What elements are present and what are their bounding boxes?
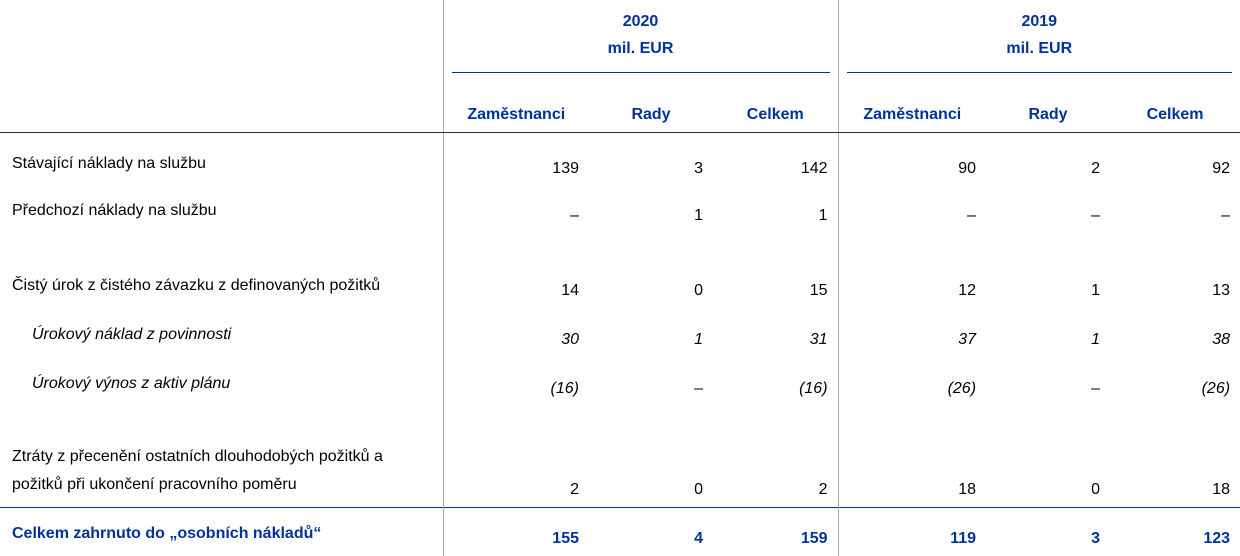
column-header: Zaměstnanci	[837, 73, 987, 133]
cell: 38	[1212, 330, 1231, 348]
column-header: Celkem	[1110, 73, 1240, 133]
table-row: Celkem zahrnuto do „osobních nákladů“ 155…	[0, 507, 1240, 556]
cell: –	[1221, 206, 1231, 224]
cell: 0	[694, 481, 703, 498]
cell: 1	[1091, 330, 1101, 348]
table-row: Úrokový náklad z povinnosti 30 1 31 37 1 38	[0, 307, 1240, 357]
column-header: Zaměstnanci	[442, 73, 589, 133]
cell: 37	[837, 307, 987, 357]
cell: 0	[1091, 481, 1101, 498]
cell: 18	[837, 405, 987, 508]
cell: 119	[837, 507, 987, 556]
corner	[0, 73, 443, 133]
cell: 3	[986, 507, 1111, 556]
unit: mil. EUR	[607, 40, 674, 57]
year: 2020	[622, 13, 659, 30]
cell: 14	[442, 232, 589, 308]
corner	[0, 0, 443, 73]
cell: (16)	[442, 356, 589, 406]
table-row: Úrokový výnos z aktiv plánu (16) – (16) (26)…	[0, 356, 1240, 406]
row-label: Stávající náklady na službu	[12, 154, 206, 172]
table-head: 2020 mil. EUR 2019 mil. EUR Zaměstnanci Rad…	[0, 0, 1240, 133]
cell: 0	[694, 281, 703, 299]
cell: –	[1091, 206, 1101, 224]
year: 2019	[1021, 13, 1058, 30]
cell: 15	[809, 281, 828, 299]
group-header: 2019 mil. EUR	[837, 0, 1240, 73]
cell: 2	[1091, 159, 1101, 177]
cell: 31	[809, 330, 828, 348]
row-label: Úrokový náklad z povinnosti	[32, 325, 232, 343]
cell: 30	[442, 307, 589, 357]
cell: 123	[1110, 507, 1240, 556]
table-row: Stávající náklady na službu 139 3 142 90 2 92	[0, 132, 1240, 186]
cell: 92	[1212, 159, 1231, 177]
cell: 1	[818, 206, 828, 224]
table-row: Čistý úrok z čistého závazku z definovan…	[0, 232, 1240, 308]
column-header: Celkem	[713, 73, 839, 133]
row-label: Ztráty z přecenění ostatních dlouhodobýc…	[12, 448, 383, 493]
cell: –	[694, 379, 703, 397]
cell: 4	[589, 507, 713, 556]
cell: 2	[818, 481, 828, 498]
cell: (26)	[1201, 379, 1231, 397]
table-body: Stávající náklady na službu 139 3 142 90 2 92 P…	[0, 132, 1240, 556]
group-row: 2020 mil. EUR 2019 mil. EUR	[0, 0, 1240, 73]
cell: 13	[1212, 281, 1231, 299]
cell: 3	[694, 159, 703, 177]
cell: (16)	[799, 379, 828, 397]
group-box: 2019 mil. EUR	[846, 8, 1233, 73]
cell: 142	[800, 159, 828, 177]
column-header: Rady	[986, 73, 1111, 133]
cell: 1	[694, 330, 703, 348]
cell: –	[442, 185, 589, 233]
row-label: Celkem zahrnuto do „osobních nákladů“	[0, 507, 443, 556]
cell: –	[1091, 379, 1101, 397]
table-row: Předchozí náklady na službu –1 1– – –	[0, 185, 1240, 233]
cell: 139	[442, 132, 589, 186]
table-row: Ztráty z přecenění ostatních dlouhodobýc…	[0, 405, 1240, 508]
group-header: 2020 mil. EUR	[442, 0, 839, 73]
cell: 90	[837, 132, 987, 186]
unit: mil. EUR	[1006, 40, 1073, 57]
cell: 12	[837, 232, 987, 308]
cell: 1	[694, 206, 703, 224]
cell: 2	[442, 405, 589, 508]
cell: (26)	[837, 356, 987, 406]
column-header: Rady	[589, 73, 713, 133]
cell: –	[837, 185, 987, 233]
row-label: Čistý úrok z čistého závazku z definovan…	[12, 276, 381, 294]
column-row: Zaměstnanci Rady Celkem Zaměstnanci Rady Celk…	[0, 73, 1240, 133]
row-label: Úrokový výnos z aktiv plánu	[32, 374, 231, 392]
row-label: Předchozí náklady na službu	[12, 201, 217, 219]
cell: 159	[713, 507, 839, 556]
group-box: 2020 mil. EUR	[451, 8, 830, 73]
cell: 1	[1091, 281, 1101, 299]
cell: 18	[1212, 481, 1231, 498]
cell: 155	[442, 507, 589, 556]
